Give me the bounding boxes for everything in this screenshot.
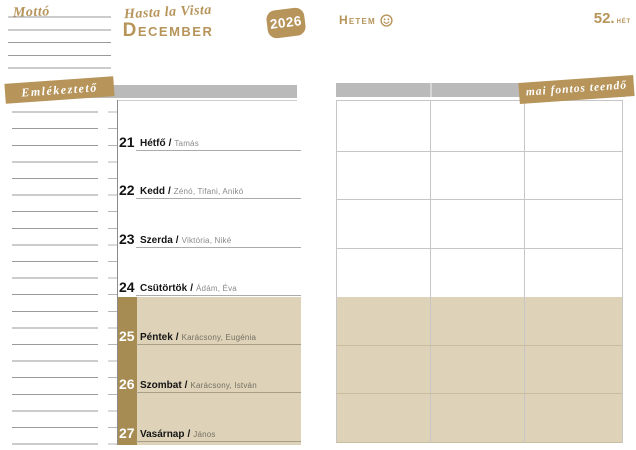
day-row-thursday[interactable]: 24 Csütörtök / Ádám, Éva (117, 270, 301, 296)
day-separator: / (168, 186, 171, 197)
reminder-writing-lines[interactable] (12, 96, 98, 448)
day-separator: / (168, 138, 172, 149)
grid-line-horizontal (336, 100, 622, 101)
day-row-monday[interactable]: 21 Hétfő / Tamás (117, 125, 301, 151)
name-day: Karácsony, Eugénia (181, 333, 257, 342)
week-number: 52. (593, 10, 615, 27)
motto-label: Mottó (12, 4, 50, 21)
day-underline (136, 392, 301, 393)
day-row-sunday[interactable]: 27 Vasárnap / János (117, 416, 301, 442)
day-name: Szombat (140, 380, 182, 391)
day-name: Csütörtök (140, 283, 188, 294)
reminder-banner: Emlékeztető (4, 76, 115, 104)
day-number: 26 (119, 376, 135, 392)
grid-line-horizontal (336, 393, 622, 394)
day-separator: / (187, 429, 191, 440)
weekend-highlight-left (137, 297, 301, 445)
day-underline (136, 344, 301, 345)
day-underline (136, 441, 301, 442)
day-underline (136, 150, 301, 151)
name-day: Tamás (174, 139, 199, 148)
day-name: Vasárnap (140, 429, 185, 440)
grid-line-horizontal (336, 442, 622, 443)
grid-line-vertical (622, 100, 623, 443)
name-day: Ádám, Éva (196, 284, 237, 293)
grid-line-horizontal (336, 345, 622, 346)
grid-line-horizontal (336, 248, 622, 249)
hetem-label: Hetem (339, 13, 393, 27)
weekend-highlight-right (336, 297, 622, 443)
day-underline (136, 295, 301, 296)
day-underline (136, 198, 301, 199)
weekend-number-strip (117, 297, 137, 445)
grid-notch (430, 83, 432, 97)
day-row-wednesday[interactable]: 23 Szerda / Viktória, Niké (117, 222, 301, 248)
year-badge: 2026 (265, 6, 307, 40)
day-separator: / (175, 332, 179, 343)
grid-line-vertical (430, 100, 431, 443)
week-indicator: 52. hét (555, 10, 631, 28)
day-row-tuesday[interactable]: 22 Kedd / Zénó, Tifani, Anikó (117, 173, 301, 199)
day-name: Péntek (140, 332, 173, 343)
day-name: Hétfő (140, 138, 166, 149)
day-row-saturday[interactable]: 26 Szombat / Karácsony, István (117, 367, 301, 393)
day-name: Kedd (140, 186, 165, 197)
calendar-left-border (117, 100, 118, 445)
motto-writing-lines[interactable] (8, 5, 111, 72)
day-separator: / (190, 283, 194, 294)
day-number: 21 (119, 134, 135, 150)
month-title: December (122, 20, 214, 41)
day-separator: / (175, 235, 179, 246)
day-number: 25 (119, 328, 135, 344)
calendar-tick-ruler (108, 96, 117, 448)
grid-line-horizontal (336, 199, 622, 200)
name-day: Zénó, Tifani, Anikó (173, 187, 244, 196)
day-name: Szerda (140, 235, 173, 246)
smiley-icon (380, 13, 393, 27)
grid-line-vertical (336, 100, 337, 443)
grid-line-horizontal (336, 151, 622, 152)
day-separator: / (184, 380, 188, 391)
day-number: 27 (119, 425, 135, 441)
day-number: 24 (119, 279, 135, 295)
grid-line-vertical (524, 100, 525, 443)
hetem-text: Hetem (339, 13, 376, 27)
day-number: 23 (119, 231, 135, 247)
name-day: János (193, 430, 216, 439)
day-row-friday[interactable]: 25 Péntek / Karácsony, Eugénia (117, 319, 301, 345)
week-label: hét (616, 15, 631, 25)
calendar-top-border (117, 100, 297, 101)
day-number: 22 (119, 182, 135, 198)
name-day: Karácsony, István (190, 381, 257, 390)
name-day: Viktória, Niké (181, 236, 232, 245)
day-underline (136, 247, 301, 248)
